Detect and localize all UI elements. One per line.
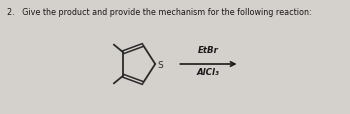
Text: S: S xyxy=(157,61,163,70)
Text: AlCl₃: AlCl₃ xyxy=(197,67,220,76)
Text: 2.   Give the product and provide the mechanism for the following reaction:: 2. Give the product and provide the mech… xyxy=(7,8,312,17)
Text: EtBr: EtBr xyxy=(198,46,219,54)
